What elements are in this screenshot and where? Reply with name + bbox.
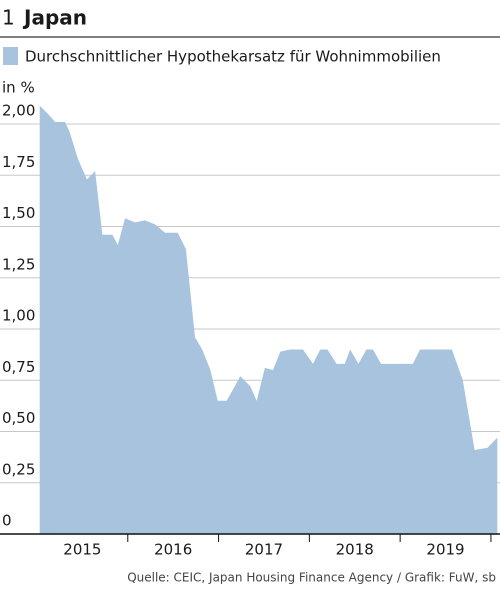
area [39,105,498,534]
chart-title: Japan [22,6,87,30]
title-number: 1 [2,6,15,30]
y-tick-label: 0,25 [2,460,35,478]
y-tick-label: 2,00 [2,102,35,120]
y-tick-label: 0,75 [2,358,35,376]
x-tick-label: 2016 [154,541,192,559]
y-tick-label: 1,50 [2,204,35,222]
x-tick-label: 2017 [245,541,283,559]
x-tick-label: 2015 [63,541,101,559]
y-unit-label: in % [2,79,35,97]
y-tick-label: 1,75 [2,153,35,171]
y-tick-label: 1,00 [2,307,35,325]
x-tick-label: 2018 [336,541,374,559]
y-tick-label: 0 [2,512,12,530]
x-tick-label: 2019 [426,541,464,559]
y-tick-label: 1,25 [2,255,35,273]
legend-label: Durchschnittlicher Hypothekarsatz für Wo… [25,48,441,66]
source: Quelle: CEIC, Japan Housing Finance Agen… [127,571,496,585]
legend-swatch [3,47,18,65]
y-tick-label: 0,50 [2,409,35,427]
